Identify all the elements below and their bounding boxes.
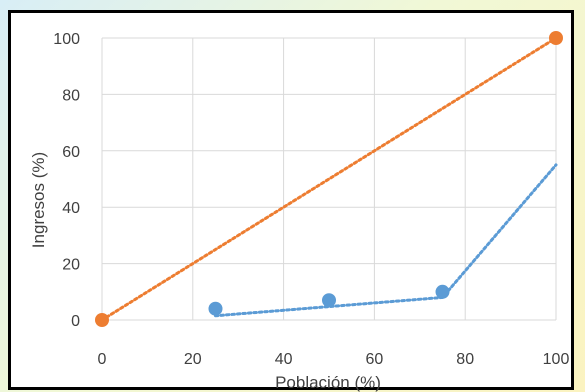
x-tick-label: 80 [456, 351, 474, 368]
x-tick-label: 0 [98, 351, 107, 368]
y-tick-label: 0 [71, 313, 80, 330]
series-1-point [322, 293, 336, 308]
data-series [95, 31, 563, 327]
y-tick-label: 20 [62, 257, 80, 274]
grid [101, 37, 557, 321]
x-axis-label: Población (%) [275, 373, 381, 392]
series-1-trendline [214, 163, 558, 318]
x-tick-label: 40 [275, 351, 293, 368]
series-2-point [95, 313, 109, 327]
x-tick-label: 100 [543, 351, 570, 368]
series-2-point [549, 31, 563, 45]
axis-ticks: 0 20 40 60 80 100 0 20 40 60 80 100 [53, 31, 569, 368]
y-tick-label: 100 [53, 31, 80, 48]
series-2-trendline [100, 36, 558, 322]
y-axis-label: Ingresos (%) [29, 152, 48, 248]
series-1-point [435, 284, 450, 299]
x-tick-label: 60 [366, 351, 384, 368]
y-tick-label: 60 [62, 144, 80, 161]
x-tick-label: 20 [184, 351, 202, 368]
y-tick-label: 40 [62, 200, 80, 217]
y-tick-label: 80 [62, 87, 80, 104]
series-1-point [208, 301, 223, 316]
